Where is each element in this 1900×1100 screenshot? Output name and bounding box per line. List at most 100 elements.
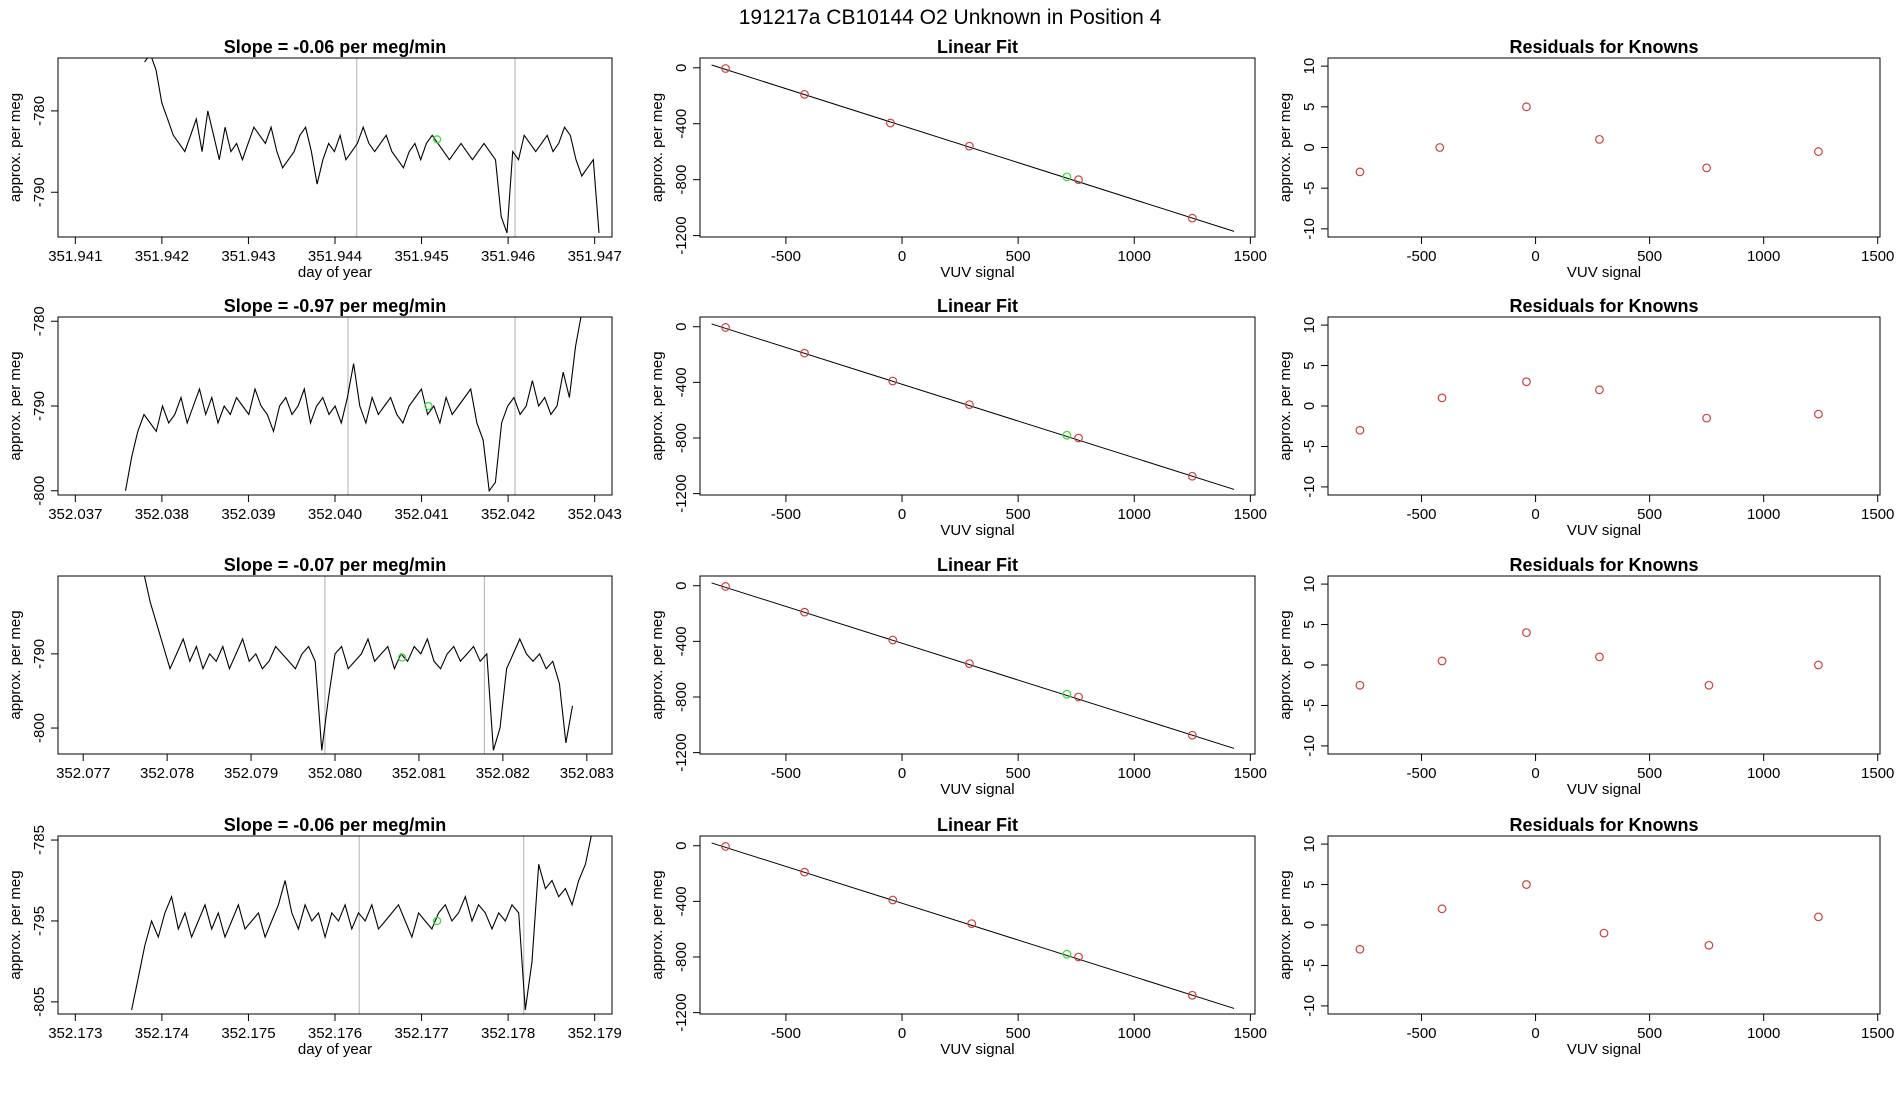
x-tick-label: -500: [771, 506, 801, 523]
panel-5: Linear Fit -500 0 500 1000 1500 0 -400 -800 -1200…: [649, 296, 1267, 539]
x-tick-label: 352.043: [568, 506, 622, 523]
x-tick-label: 1500: [1234, 765, 1267, 782]
x-axis-label: day of year: [298, 264, 372, 281]
x-tick-label: -500: [1407, 248, 1437, 265]
x-tick-label: 352.080: [308, 765, 362, 782]
x-tick-label: 352.079: [224, 765, 278, 782]
y-tick-label: -780: [31, 306, 48, 336]
y-tick-label: -1200: [673, 993, 690, 1031]
residual-point: [1814, 660, 1823, 670]
signal-trace: [143, 576, 574, 751]
x-tick-label: 0: [898, 765, 906, 782]
x-tick-label: 352.037: [48, 506, 102, 523]
known-point: [1074, 433, 1083, 443]
y-tick-label: -790: [31, 391, 48, 421]
y-tick-label: 0: [673, 582, 690, 590]
x-tick-label: 351.945: [394, 248, 448, 265]
plot-frame: [57, 575, 613, 755]
x-tick-label: 1500: [1234, 506, 1267, 523]
residual-point: [1435, 143, 1445, 152]
known-point: [1187, 471, 1197, 481]
y-tick-label: -1200: [673, 474, 690, 512]
known-point: [888, 895, 898, 905]
x-tick-label: 351.947: [568, 248, 622, 265]
known-point: [888, 376, 898, 386]
x-tick-label: 1500: [1861, 1025, 1894, 1042]
y-axis-label: approx. per meg: [649, 610, 666, 719]
y-tick-label: 10: [1301, 58, 1318, 75]
x-axis-label: VUV signal: [940, 264, 1014, 281]
signal-trace: [124, 317, 582, 493]
x-tick-label: 1000: [1118, 1025, 1151, 1042]
plot-area: [711, 582, 1235, 749]
known-point: [1187, 990, 1197, 1000]
y-tick-label: 0: [1301, 402, 1318, 410]
y-tick-label: -10: [1301, 735, 1318, 757]
residual-point: [1599, 928, 1609, 938]
x-tick-label: 351.942: [135, 248, 189, 265]
known-point: [1074, 692, 1083, 702]
x-tick-label: 352.175: [221, 1025, 275, 1042]
x-tick-label: -500: [771, 1025, 801, 1042]
residual-point: [1704, 940, 1714, 950]
y-tick-label: -400: [673, 626, 690, 656]
unknown-point: [1062, 689, 1072, 699]
x-tick-label: 352.178: [481, 1025, 535, 1042]
y-tick-label: 10: [1301, 317, 1318, 334]
x-tick-label: -500: [771, 765, 801, 782]
plot-area: [144, 58, 600, 237]
residual-point: [1595, 652, 1604, 662]
x-tick-label: 0: [898, 248, 906, 265]
x-tick-label: 0: [1531, 506, 1539, 523]
x-tick-label: 1500: [1234, 1025, 1267, 1042]
known-point: [721, 582, 730, 591]
residual-point: [1522, 628, 1531, 638]
x-tick-label: 500: [1637, 1025, 1662, 1042]
y-tick-label: -800: [673, 942, 690, 972]
known-point: [967, 919, 977, 929]
y-tick-label: -1200: [673, 733, 690, 771]
x-axis-label: VUV signal: [1567, 264, 1641, 281]
plot-frame: [699, 57, 1256, 238]
x-tick-label: 352.177: [394, 1025, 448, 1042]
y-tick-label: -10: [1301, 995, 1318, 1017]
y-tick-label: -5: [1301, 182, 1318, 195]
x-tick-label: 352.083: [560, 765, 614, 782]
x-tick-label: 1000: [1747, 248, 1780, 265]
panel-7: Linear Fit -500 0 500 1000 1500 0 -400 -800 -1200…: [649, 815, 1267, 1058]
residual-point: [1814, 912, 1823, 922]
x-tick-label: 1000: [1118, 506, 1151, 523]
residual-point: [1522, 880, 1531, 889]
known-point: [964, 141, 974, 151]
x-tick-label: 351.943: [221, 248, 275, 265]
y-tick-label: -785: [31, 825, 48, 855]
panel-title: Linear Fit: [937, 37, 1018, 57]
y-axis-label: approx. per meg: [7, 93, 24, 202]
panel-9: Residuals for Knowns -500 0 500 1000 1500 10 5 0…: [1277, 296, 1894, 539]
known-point: [964, 400, 974, 410]
unknown-point: [1062, 949, 1072, 959]
x-tick-label: 1500: [1861, 248, 1894, 265]
y-axis-label: approx. per meg: [7, 351, 24, 460]
y-tick-label: -5: [1301, 699, 1318, 712]
residual-point: [1355, 680, 1365, 690]
residual-point: [1437, 393, 1447, 403]
y-axis-label: approx. per meg: [649, 93, 666, 202]
x-tick-label: 352.039: [221, 506, 275, 523]
x-tick-label: 351.941: [48, 248, 102, 265]
signal-trace: [144, 58, 600, 234]
unknown-point: [1062, 172, 1072, 182]
y-axis-label: approx. per meg: [1277, 351, 1294, 460]
residual-point: [1702, 413, 1712, 423]
x-tick-label: 0: [1531, 1025, 1539, 1042]
x-axis-label: day of year: [298, 1041, 372, 1058]
plot-area: [143, 576, 574, 754]
plot-area: [711, 842, 1235, 1009]
panel-title: Slope = -0.06 per meg/min: [224, 37, 447, 57]
y-tick-label: -800: [673, 682, 690, 712]
known-point: [800, 89, 809, 99]
plot-frame: [1327, 575, 1881, 755]
y-tick-label: -400: [673, 109, 690, 139]
panel-2: Slope = -0.07 per meg/min 352.077 352.078 3…: [7, 555, 614, 782]
